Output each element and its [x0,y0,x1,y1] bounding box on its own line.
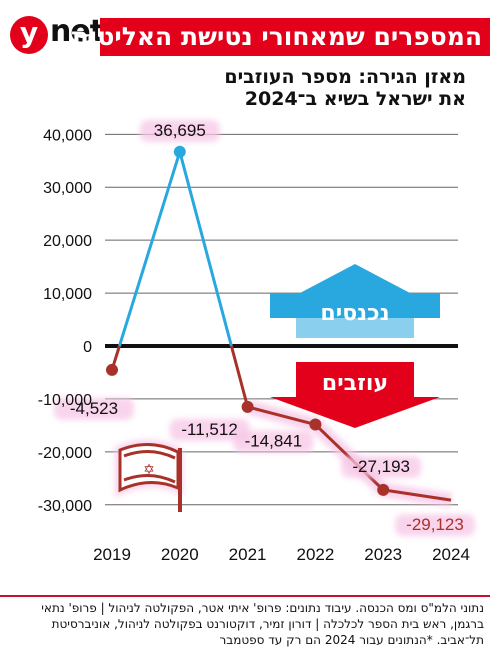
data-label-2023: -27,193 [352,457,410,476]
x-tick-label: 2022 [296,545,334,564]
y-axis: 40,000 30,000 20,000 10,000 0 -10,000 -20,000 -… [38,127,92,514]
arrow-up-fade [296,293,414,338]
data-point-2020 [173,145,186,158]
chart-subtitle: את ישראל בשיא ב־2024 [244,88,466,110]
data-label-glow-2021 [169,418,250,441]
y-tick-label: -10,000 [38,392,92,409]
y-tick-label: 0 [83,339,92,356]
direction-arrows: נכנסים עוזבים [270,264,440,428]
page-title: המספרים שמאחורי נטישת האליטות [71,22,482,51]
header: y net המספרים שמאחורי נטישת האליטות [0,0,490,62]
data-point-2019 [106,363,118,376]
data-label-2020: 36,695 [154,121,206,140]
chart-title: מאזן הגירה: מספר העוזבים [224,66,466,88]
data-label-glow-2019 [54,397,134,420]
arrow-down-label: עוזבים [322,371,388,396]
y-tick-label: -30,000 [38,498,92,515]
y-tick-label: -20,000 [38,445,92,462]
x-tick-label: 2019 [93,545,131,564]
ynet-logo [10,16,48,54]
flag-layer: ✡ [115,439,183,512]
migration-line-chart: נכנסים עוזבים ✡ -4,523 36,695 -11,512 -14,84… [38,119,475,564]
y-tick-label: 40,000 [43,127,92,144]
data-labels: -4,523 36,695 -11,512 -14,841 -27,193 -29,123 [54,119,475,537]
arrow-down-head [270,397,440,428]
data-label-2019: -4,523 [70,399,118,418]
arrow-down-shape [296,362,414,397]
data-label-glow-2020 [139,119,220,142]
series-segment-positive [118,150,233,347]
x-axis: 2019 2020 2021 2022 2023 2024 [93,545,470,564]
y-tick-label: 30,000 [43,180,92,197]
flag-star: ✡ [143,462,155,478]
x-tick-label: 2024 [432,545,470,564]
data-label-2024: -29,123 [406,515,464,534]
flag-stripe-bottom [123,474,176,484]
y-tick-label: 20,000 [43,233,92,250]
ynet-logo-y: y [19,16,39,49]
data-label-glow-2022 [233,430,314,453]
chart-title-block: מאזן הגירה: מספר העוזבים את ישראל בשיא ב… [26,66,466,110]
data-label-2021: -11,512 [181,420,237,439]
data-label-glow-2024 [395,514,475,537]
x-tick-label: 2020 [161,545,199,564]
data-label-glow-2023 [341,455,422,478]
arrow-up-label: נכנסים [320,301,389,326]
y-tick-label: 10,000 [43,286,92,303]
data-points [106,145,390,496]
data-label-2022: -14,841 [245,432,303,451]
title-band: המספרים שמאחורי נטישת האליטות [72,18,490,56]
x-tick-label: 2023 [364,545,402,564]
footer-divider [0,595,490,597]
ynet-logo-net: net [50,14,104,49]
data-point-2021 [241,400,254,413]
x-tick-label: 2021 [229,545,267,564]
data-point-2022 [309,418,322,431]
data-point-2023 [377,483,390,496]
source-note: נתוני הלמ"ס ומס הכנסה. עיבוד נתונים: פרו… [41,601,484,647]
flag-stripe-top [123,450,176,460]
